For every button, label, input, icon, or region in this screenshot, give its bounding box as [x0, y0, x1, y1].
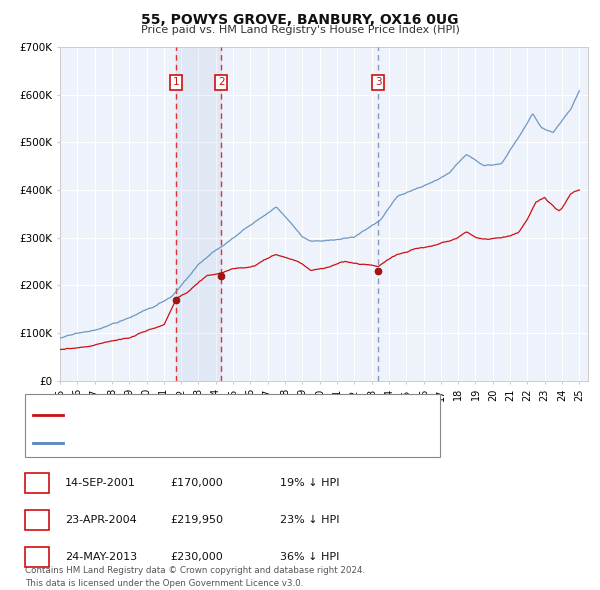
Text: 3: 3 [34, 552, 41, 562]
Bar [25, 510, 49, 530]
Text: 55, POWYS GROVE, BANBURY, OX16 0UG (detached house): 55, POWYS GROVE, BANBURY, OX16 0UG (deta… [69, 409, 377, 419]
Text: £219,950: £219,950 [170, 515, 223, 525]
Text: 3: 3 [375, 77, 382, 87]
Bar [25, 473, 49, 493]
Text: 2: 2 [218, 77, 224, 87]
Text: £170,000: £170,000 [170, 478, 223, 488]
Text: 36% ↓ HPI: 36% ↓ HPI [280, 552, 340, 562]
Text: 55, POWYS GROVE, BANBURY, OX16 0UG: 55, POWYS GROVE, BANBURY, OX16 0UG [141, 13, 459, 27]
Bar [176, 47, 221, 381]
Bar [25, 395, 440, 457]
Bar [25, 547, 49, 567]
Text: 1: 1 [173, 77, 179, 87]
Text: 14-SEP-2001: 14-SEP-2001 [65, 478, 136, 488]
Text: Contains HM Land Registry data © Crown copyright and database right 2024.
This d: Contains HM Land Registry data © Crown c… [25, 566, 365, 588]
Text: 23% ↓ HPI: 23% ↓ HPI [280, 515, 340, 525]
Text: 2: 2 [34, 515, 41, 525]
Text: HPI: Average price, detached house, Cherwell: HPI: Average price, detached house, Cher… [69, 438, 308, 448]
Text: 19% ↓ HPI: 19% ↓ HPI [280, 478, 340, 488]
Text: £230,000: £230,000 [170, 552, 223, 562]
Text: 1: 1 [34, 478, 41, 488]
Text: 23-APR-2004: 23-APR-2004 [65, 515, 137, 525]
Text: Price paid vs. HM Land Registry's House Price Index (HPI): Price paid vs. HM Land Registry's House … [140, 25, 460, 35]
Text: 24-MAY-2013: 24-MAY-2013 [65, 552, 137, 562]
